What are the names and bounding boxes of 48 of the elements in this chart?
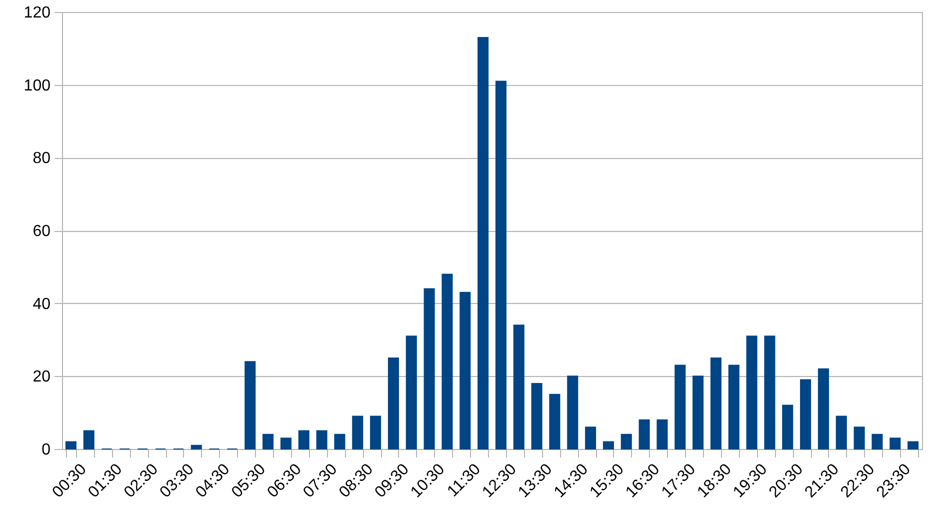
bar xyxy=(442,274,453,450)
bar xyxy=(316,430,328,450)
bar xyxy=(262,434,274,450)
bar xyxy=(620,434,632,450)
bar xyxy=(352,416,364,450)
bar xyxy=(83,430,94,450)
bar xyxy=(782,404,794,450)
y-tick-label: 40 xyxy=(32,296,51,313)
y-tick-label: 0 xyxy=(42,442,51,458)
bar xyxy=(764,336,776,450)
bar xyxy=(370,416,382,450)
bar xyxy=(800,379,812,450)
y-tick-label: 100 xyxy=(24,77,51,94)
bar xyxy=(567,376,578,450)
bar xyxy=(424,288,435,450)
bar xyxy=(728,364,740,450)
bar xyxy=(478,36,489,450)
bar xyxy=(334,434,346,450)
y-tick-label: 120 xyxy=(24,4,51,22)
bar xyxy=(280,438,292,450)
bar xyxy=(244,361,256,450)
y-tick-label: 80 xyxy=(32,150,51,168)
bar xyxy=(872,434,883,450)
bar xyxy=(495,80,506,450)
bar xyxy=(531,382,542,450)
bar xyxy=(746,336,758,450)
bar xyxy=(890,438,901,450)
bar xyxy=(692,376,704,450)
bar xyxy=(710,357,722,450)
bar xyxy=(460,292,471,450)
bar xyxy=(406,336,417,450)
bar xyxy=(298,430,310,450)
bar xyxy=(638,419,650,450)
bar xyxy=(908,441,919,450)
bar xyxy=(190,444,202,450)
bar xyxy=(836,416,847,450)
bar xyxy=(388,357,399,450)
bar xyxy=(656,419,668,450)
bar xyxy=(549,394,560,450)
bar xyxy=(674,364,686,450)
bar xyxy=(65,441,76,450)
bar xyxy=(585,426,596,450)
bar xyxy=(854,426,865,450)
bar xyxy=(602,441,614,450)
bar xyxy=(513,324,524,450)
y-tick-label: 60 xyxy=(32,223,51,240)
y-tick-label: 20 xyxy=(32,368,51,386)
bar xyxy=(818,368,829,450)
